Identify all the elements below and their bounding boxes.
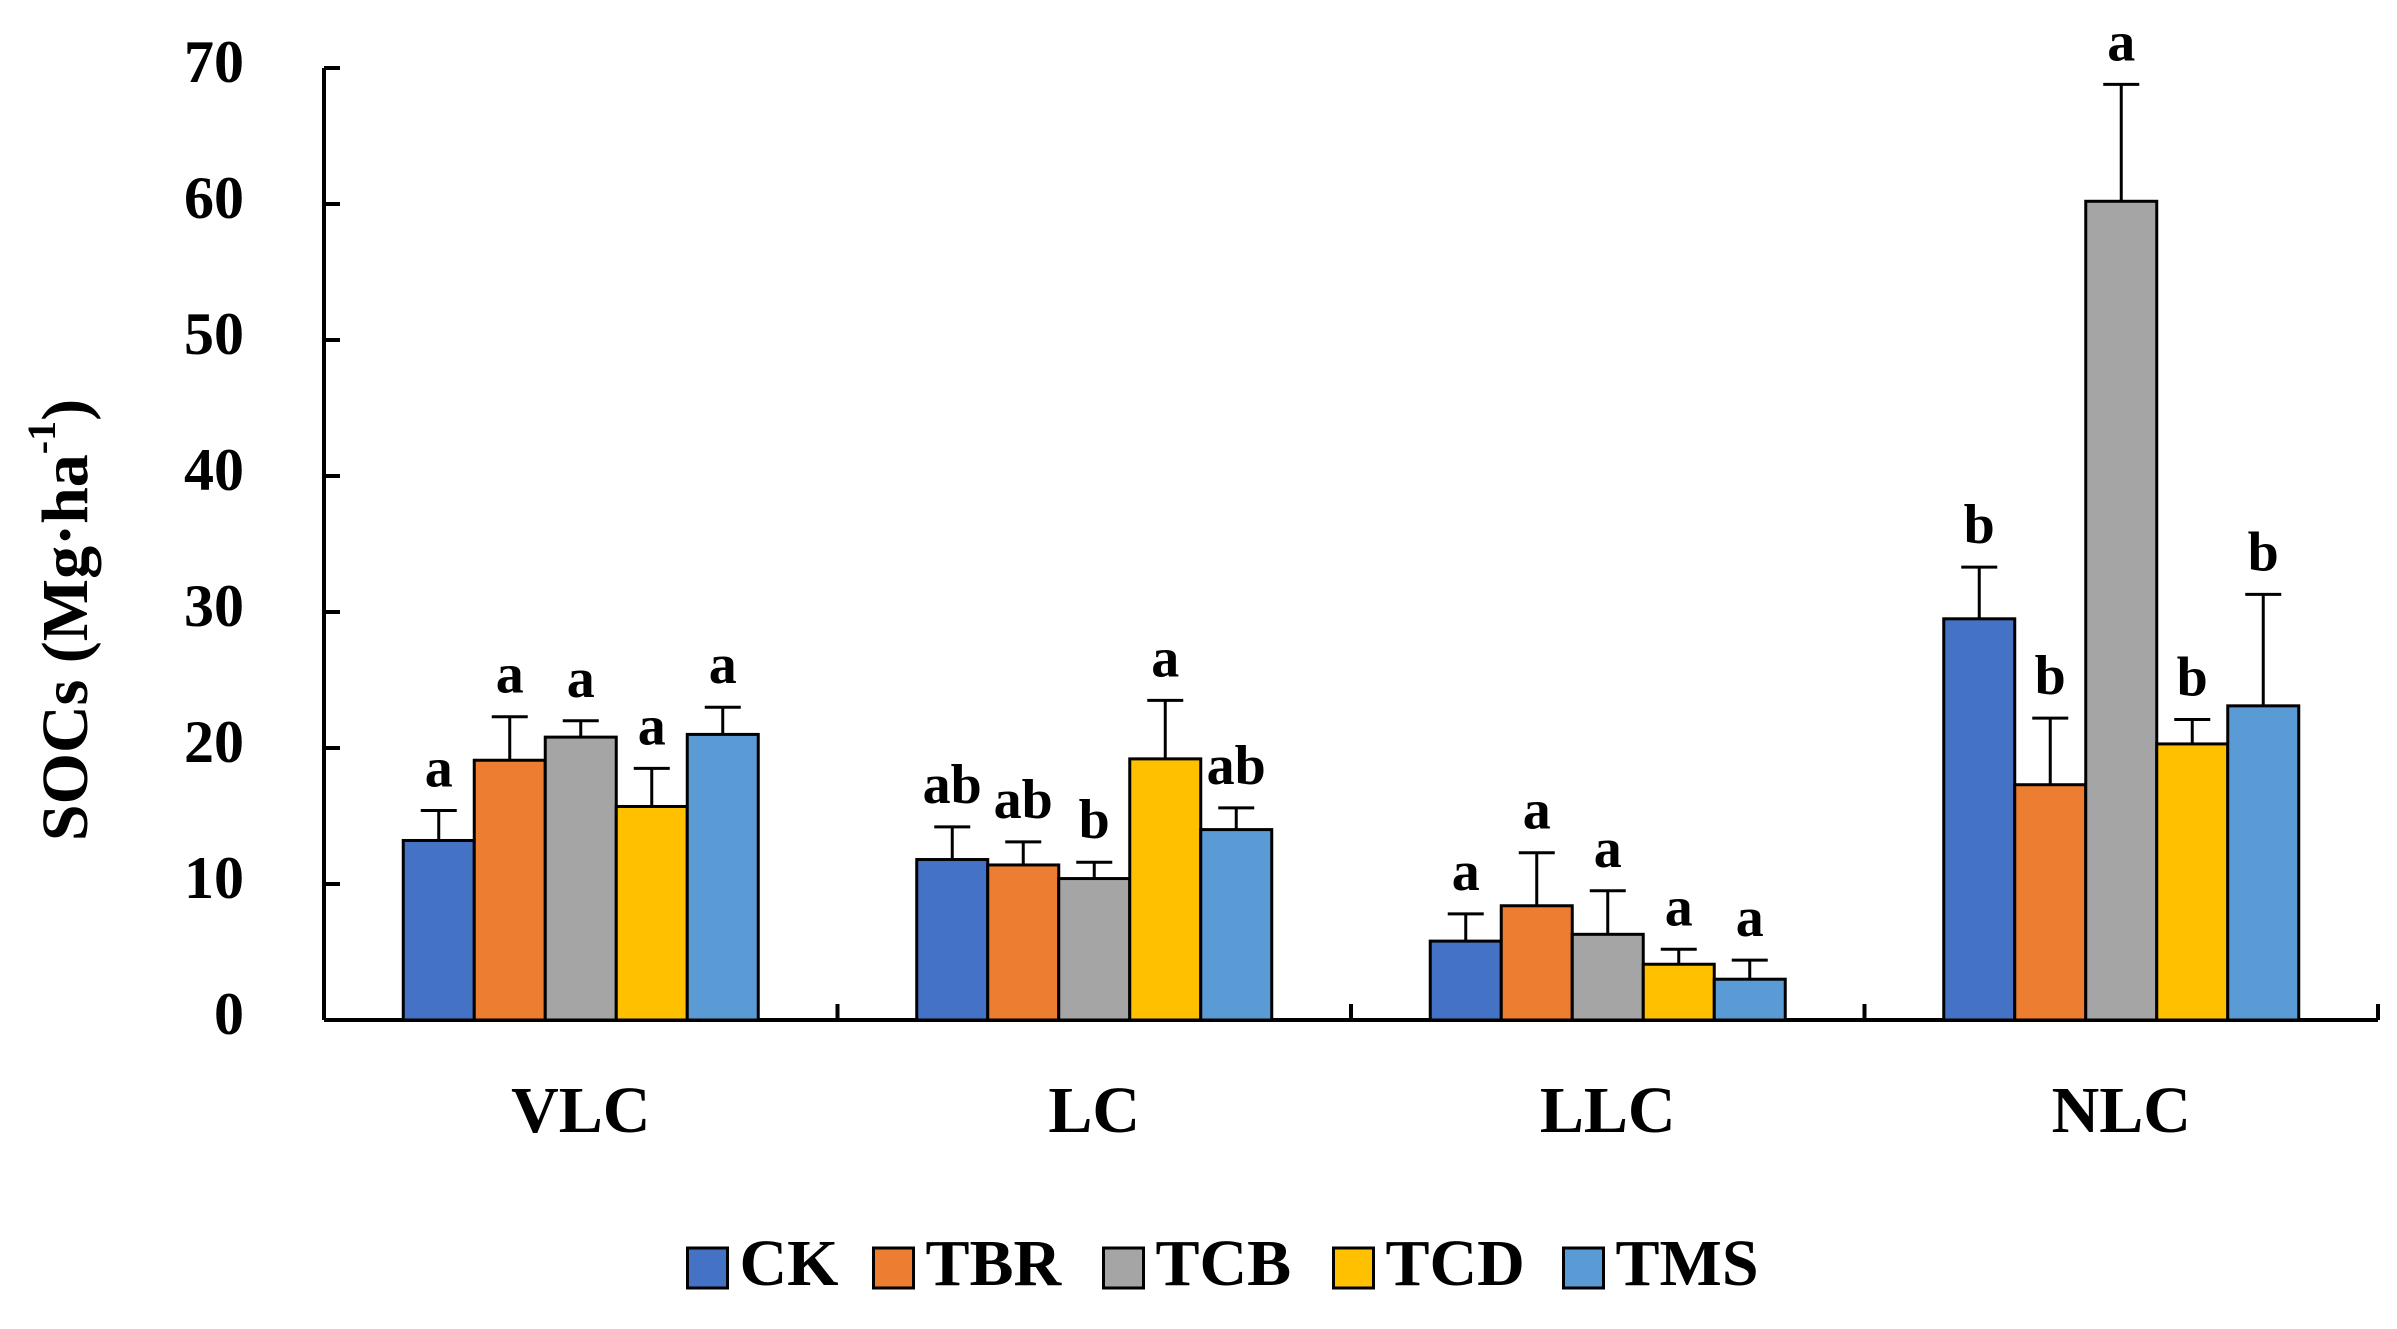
significance-label: a (496, 644, 524, 706)
bar-ck-llc (1428, 939, 1503, 1022)
significance-label: b (2177, 646, 2208, 708)
bar-tcd-llc (1641, 962, 1716, 1022)
significance-label: ab (923, 754, 982, 816)
significance-label: ab (994, 769, 1053, 831)
y-tick-label: 50 (184, 301, 244, 367)
significance-label: a (709, 634, 737, 696)
significance-label: a (1523, 780, 1551, 842)
y-tick-label: 60 (184, 165, 244, 231)
x-category-label: NLC (2052, 1074, 2191, 1147)
bar-tbr-llc (1499, 904, 1574, 1022)
legend-label-tcd: TCD (1386, 1227, 1525, 1300)
bar-tms-vlc (685, 732, 760, 1022)
bar-ck-nlc (1942, 617, 2017, 1022)
significance-label: a (1452, 841, 1480, 903)
y-tick-label: 10 (184, 845, 244, 911)
bar-tbr-nlc (2013, 783, 2088, 1022)
x-category-label: LC (1048, 1074, 1140, 1147)
bar-tms-nlc (2226, 704, 2301, 1022)
bar-tcb-vlc (543, 735, 618, 1022)
legend-label-tms: TMS (1616, 1227, 1759, 1300)
bar-tcb-nlc (2084, 199, 2159, 1022)
significance-label: a (638, 695, 666, 757)
y-tick-label: 40 (184, 437, 244, 503)
legend-label-tbr: TBR (926, 1227, 1063, 1300)
legend: CK TBR TCB TCD TMS (686, 1227, 1759, 1300)
y-axis-title-group: SOCs (Mg·ha-1) (19, 399, 102, 841)
significance-label: a (425, 738, 453, 800)
significance-label: a (567, 648, 595, 710)
significance-label: a (1736, 887, 1764, 949)
bar-tms-llc (1712, 977, 1787, 1022)
legend-swatch-tms (1562, 1246, 1605, 1290)
significance-label: a (2107, 11, 2135, 73)
bar-tbr-lc (986, 863, 1061, 1022)
y-tick-label: 30 (184, 573, 244, 639)
y-axis-title-main: SOCs (Mg·ha (29, 454, 102, 841)
bar-tms-lc (1199, 828, 1274, 1022)
legend-swatch-tcb (1102, 1246, 1145, 1290)
y-tick-label: 20 (184, 709, 244, 775)
significance-label: ab (1207, 735, 1266, 797)
bar-tcd-vlc (614, 804, 689, 1022)
legend-swatch-ck (686, 1246, 729, 1290)
bar-ck-lc (915, 858, 990, 1022)
bar-tcb-llc (1570, 932, 1645, 1022)
legend-label-tcb: TCB (1156, 1227, 1292, 1300)
significance-label: b (2035, 645, 2066, 707)
significance-label: a (1665, 876, 1693, 938)
y-tick-label: 0 (214, 981, 244, 1047)
x-category-label: LLC (1540, 1074, 1676, 1147)
significance-label: b (2248, 521, 2279, 583)
axes-layer: 0 10 20 30 40 50 60 70 VLC LC LLC NLC (184, 29, 2380, 1147)
bars-layer (401, 82, 2301, 1022)
significance-label: b (1964, 494, 1995, 556)
bar-tcd-lc (1128, 757, 1203, 1022)
y-axis-title: SOCs (Mg·ha-1) (19, 399, 102, 841)
legend-swatch-tcd (1332, 1246, 1375, 1290)
bar-tcb-lc (1057, 877, 1132, 1022)
x-category-label: VLC (511, 1074, 650, 1147)
y-tick-label: 70 (184, 29, 244, 95)
legend-swatch-tbr (872, 1246, 915, 1290)
bar-tbr-vlc (472, 758, 547, 1022)
legend-label-ck: CK (740, 1227, 839, 1300)
significance-label: a (1151, 627, 1179, 689)
significance-label: a (1594, 818, 1622, 880)
y-axis-title-close: ) (29, 399, 102, 421)
y-axis-title-exponent: -1 (19, 421, 64, 454)
bar-ck-vlc (401, 838, 476, 1022)
significance-label: b (1079, 789, 1110, 851)
bar-tcd-nlc (2155, 742, 2230, 1022)
